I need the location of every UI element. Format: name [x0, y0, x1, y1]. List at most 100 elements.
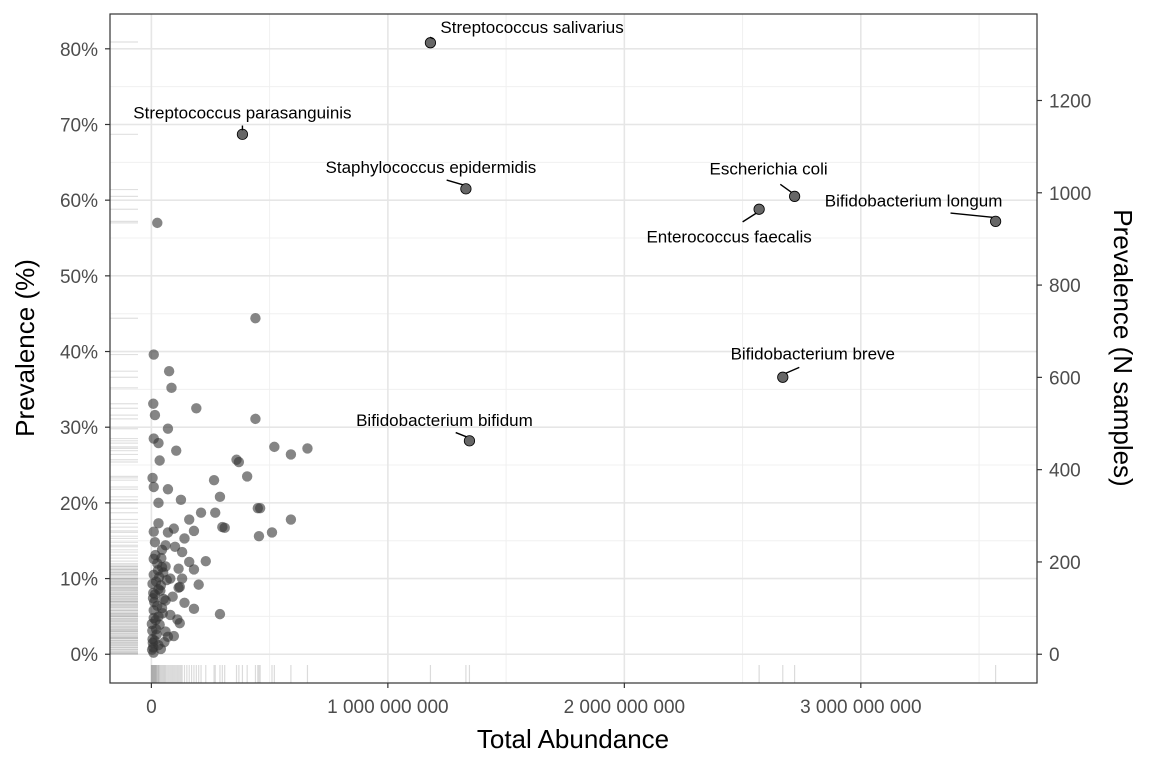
plot-panel-border [109, 13, 1038, 684]
y-axis-title: Prevalence (%) [10, 259, 40, 437]
data-point [210, 507, 221, 518]
labeled-data-point [236, 128, 249, 140]
data-point [193, 579, 204, 590]
label-connector [950, 212, 993, 219]
data-point [269, 441, 280, 453]
point-label: Enterococcus faecalis [646, 227, 811, 246]
label-connector [779, 183, 793, 193]
data-point [148, 605, 159, 616]
data-point [184, 514, 195, 525]
data-point [148, 481, 159, 493]
grid-lines [110, 14, 1037, 683]
data-point [166, 382, 177, 394]
data-point [188, 564, 200, 575]
data-point [188, 525, 200, 537]
data-point [176, 546, 188, 558]
x-tick-label: 1 000 000 000 [327, 697, 449, 718]
data-point [176, 573, 188, 584]
point-label: Streptococcus salivarius [440, 18, 623, 37]
x-axis-title: Total Abundance [477, 724, 669, 754]
data-point [214, 608, 226, 620]
y2-tick-label: 600 [1049, 368, 1081, 389]
y-tick-label: 60% [60, 191, 98, 212]
y2-tick-label: 200 [1049, 553, 1081, 574]
labeled-data-point [463, 435, 476, 447]
data-point [208, 474, 220, 486]
data-point [188, 603, 200, 615]
data-point [148, 398, 159, 409]
data-point [162, 484, 174, 495]
data-point [158, 593, 169, 605]
y-tick-label: 0% [71, 645, 99, 666]
data-point [285, 514, 297, 525]
data-point [302, 443, 313, 454]
rug-marks [110, 41, 997, 683]
x-tick-label: 3 000 000 000 [800, 697, 922, 718]
data-point [152, 217, 163, 229]
data-point [149, 537, 161, 548]
y2-tick-label: 1200 [1049, 91, 1091, 112]
data-point [253, 530, 265, 542]
data-point [169, 541, 181, 552]
x-tick-label: 0 [146, 697, 157, 718]
data-point [167, 591, 178, 602]
label-connector [785, 366, 800, 374]
y-tick-label: 40% [60, 343, 98, 364]
data-point [149, 409, 161, 421]
data-point [147, 578, 158, 590]
data-point [153, 571, 165, 583]
data-point [200, 555, 211, 567]
data-point [162, 423, 174, 434]
y-tick-label: 30% [60, 418, 98, 439]
labeled-data-point [753, 203, 765, 215]
data-point [174, 581, 185, 593]
y2-tick-label: 800 [1049, 276, 1081, 297]
label-connector [455, 431, 467, 438]
point-labels: Streptococcus salivarius Streptococcus pa… [133, 18, 1003, 438]
data-point [157, 608, 168, 619]
data-point [147, 472, 158, 484]
data-point [171, 445, 182, 456]
data-point [155, 585, 166, 596]
data-point [184, 556, 195, 568]
point-label: Bifidobacterium bifidum [356, 411, 533, 430]
point-label: Bifidobacterium breve [731, 344, 895, 363]
point-label: Escherichia coli [710, 159, 828, 178]
labeled-data-point [424, 37, 437, 49]
data-point [146, 618, 158, 630]
data-point [163, 366, 175, 377]
data-point [153, 437, 164, 449]
data-point [168, 523, 180, 534]
y2-axis-title: Prevalence (N samples) [1108, 209, 1138, 486]
y-tick-label: 80% [60, 40, 98, 61]
data-point [214, 491, 226, 503]
y2-tick-label: 1000 [1049, 184, 1091, 205]
point-label: Streptococcus parasanguinis [133, 103, 351, 122]
data-point [153, 518, 164, 529]
y-tick-label: 70% [60, 115, 98, 136]
point-label: Bifidobacterium longum [825, 191, 1003, 210]
data-point [175, 494, 187, 506]
data-point [241, 471, 253, 482]
label-connector [429, 36, 434, 40]
y2-tick-label: 400 [1049, 461, 1081, 482]
data-point [154, 455, 165, 466]
data-point [151, 629, 162, 640]
data-point [162, 631, 174, 643]
labeled-data-point [777, 371, 789, 383]
x-tick-label: 2 000 000 000 [564, 697, 686, 718]
data-point [173, 563, 184, 574]
data-point [233, 456, 245, 468]
data-points [146, 37, 1002, 658]
data-point [250, 413, 261, 425]
labeled-data-point [460, 183, 472, 195]
data-point [148, 647, 159, 658]
data-point [250, 313, 261, 324]
data-point [147, 593, 159, 604]
data-point [148, 526, 159, 537]
data-point [179, 597, 190, 608]
labeled-data-point [789, 190, 801, 202]
data-point [266, 527, 278, 538]
